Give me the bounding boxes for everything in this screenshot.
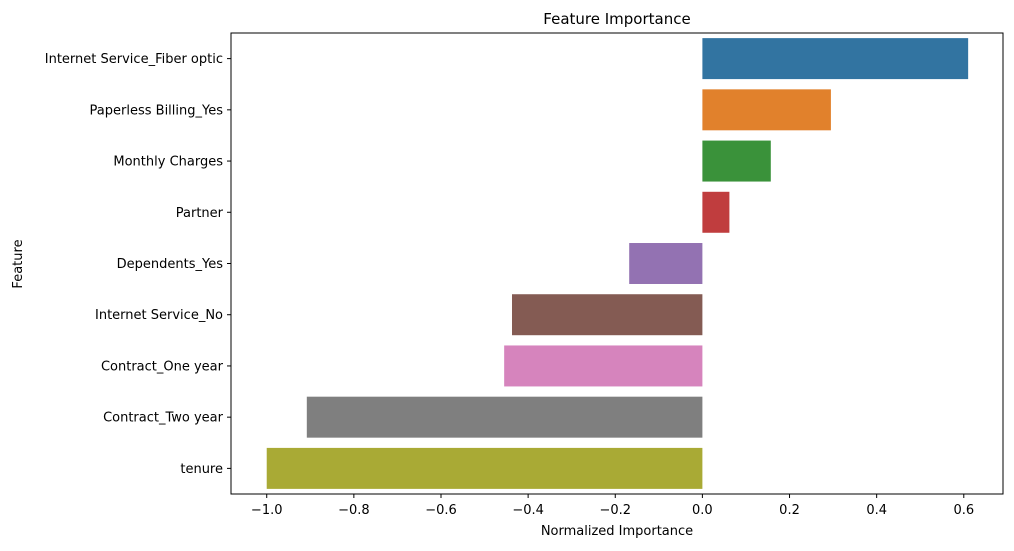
y-tick-label: Contract_One year — [101, 359, 224, 374]
bar-contract-one-year — [504, 345, 703, 387]
y-tick-label: tenure — [180, 462, 223, 477]
y-tick-label: Monthly Charges — [113, 155, 223, 170]
bar-partner — [702, 191, 730, 233]
bar-internet-service-fiber-optic — [702, 38, 969, 80]
y-tick-label: Paperless Billing_Yes — [90, 103, 224, 118]
bar-paperless-billing-yes — [702, 89, 831, 131]
x-tick-label: −0.2 — [599, 503, 631, 518]
y-tick-label: Internet Service_Fiber optic — [45, 52, 223, 67]
plot-frame — [230, 32, 1004, 495]
x-tick-label: −1.0 — [251, 503, 283, 518]
x-tick-label: −0.8 — [338, 503, 370, 518]
y-tick-label: Partner — [176, 206, 224, 221]
x-tick-label: 0.6 — [953, 503, 974, 518]
bar-contract-two-year — [306, 396, 703, 438]
x-tick-label: −0.4 — [512, 503, 544, 518]
x-tick-label: 0.0 — [692, 503, 713, 518]
x-tick-label: −0.6 — [425, 503, 457, 518]
y-axis-ticks: Internet Service_Fiber optic Paperless Bi… — [45, 52, 231, 477]
bar-monthly-charges — [702, 140, 771, 182]
bar-group — [266, 38, 969, 489]
bar-tenure — [266, 447, 703, 489]
x-axis-ticks: −1.0 −0.8 −0.6 −0.4 −0.2 0.0 0.2 0.4 0.6 — [251, 494, 974, 518]
y-axis-label: Feature — [11, 239, 26, 288]
x-axis-label: Normalized Importance — [541, 524, 693, 539]
y-tick-label: Internet Service_No — [95, 308, 223, 323]
x-tick-label: 0.2 — [779, 503, 800, 518]
y-tick-label: Contract_Two year — [103, 411, 224, 426]
chart-title: Feature Importance — [543, 10, 690, 28]
bar-internet-service-no — [512, 294, 703, 336]
bar-dependents-yes — [629, 243, 703, 284]
y-tick-label: Dependents_Yes — [117, 257, 224, 272]
x-tick-label: 0.4 — [866, 503, 887, 518]
